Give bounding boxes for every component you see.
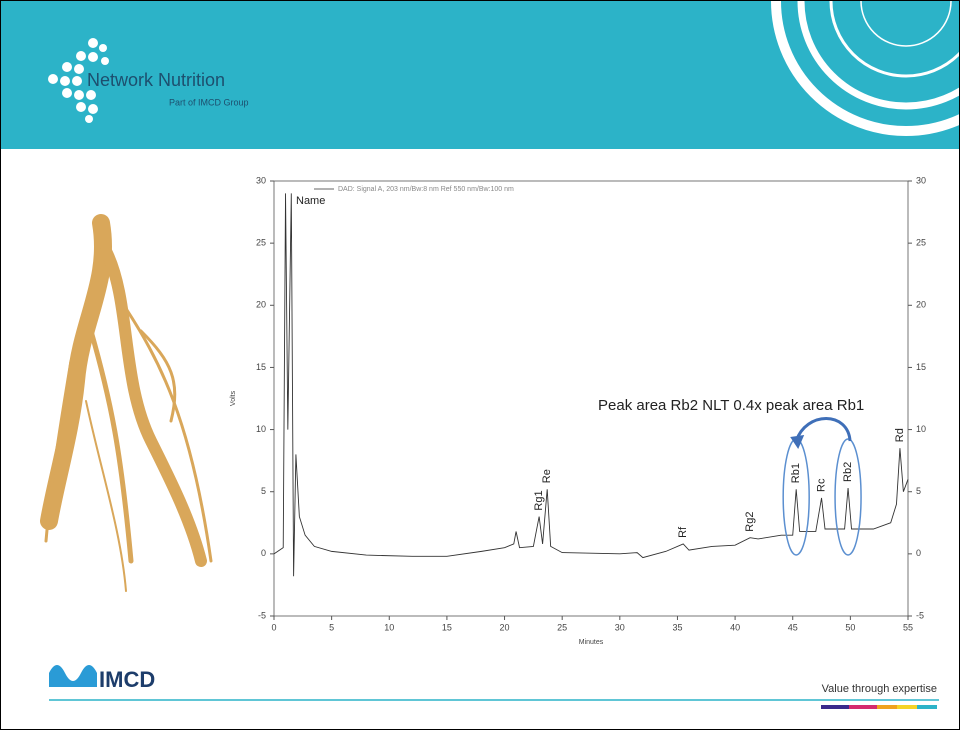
slide-canvas: Network Nutrition Part of IMCD Group IMC… [1, 1, 959, 729]
x-tick-label: 30 [615, 622, 625, 632]
x-tick-label: 45 [788, 622, 798, 632]
peak-label: Rb1 [790, 463, 802, 483]
y-tick-label: 10 [256, 424, 266, 434]
x-tick-label: 20 [500, 622, 510, 632]
y-tick-label: 0 [261, 548, 266, 558]
footer-logo: IMCD [99, 667, 155, 692]
x-tick-label: 35 [672, 622, 682, 632]
slide: Network Nutrition Part of IMCD Group IMC… [0, 0, 960, 730]
x-tick-label: 40 [730, 622, 740, 632]
imcd-logo [49, 665, 97, 687]
legend-label: DAD: Signal A, 203 nm/Bw:8 nm Ref 550 nm… [338, 186, 514, 193]
brand-tagline: Part of IMCD Group [169, 97, 249, 107]
footer-slogan: Value through expertise [822, 683, 937, 695]
peak-label: Rc [815, 478, 827, 492]
y-tick-label: 15 [256, 362, 266, 372]
corner-label: Name [296, 195, 325, 207]
x-tick-label: 10 [384, 622, 394, 632]
highlight-ellipse [783, 439, 809, 555]
x-tick-label: 15 [442, 622, 452, 632]
y2-tick-label: 10 [916, 424, 926, 434]
peak-label: Rg1 [533, 490, 545, 510]
y-tick-label: 20 [256, 300, 266, 310]
x-tick-label: 50 [845, 622, 855, 632]
y2-tick-label: 15 [916, 362, 926, 372]
peak-label: Rd [894, 428, 906, 442]
y-axis-label: Volts [230, 390, 237, 406]
y2-tick-label: 0 [916, 548, 921, 558]
ginseng-root [46, 223, 211, 591]
y-tick-label: 5 [261, 486, 266, 496]
y-tick-label: 25 [256, 238, 266, 248]
color-strip [821, 705, 937, 709]
x-tick-label: 25 [557, 622, 567, 632]
comparison-arrow [796, 419, 850, 442]
brand-name: Network Nutrition [87, 70, 225, 90]
signal-line [274, 193, 908, 576]
y2-tick-label: 25 [916, 238, 926, 248]
x-tick-label: 55 [903, 622, 913, 632]
y2-tick-label: 30 [916, 175, 926, 185]
x-axis-label: Minutes [579, 639, 604, 646]
peak-label: Rf [677, 526, 689, 538]
y2-tick-label: 20 [916, 300, 926, 310]
highlight-ellipse [835, 439, 861, 555]
y-tick-label: 30 [256, 175, 266, 185]
y2-tick-label: -5 [916, 610, 924, 620]
annotation: Peak area Rb2 NLT 0.4x peak area Rb1 [598, 397, 864, 414]
x-tick-label: 0 [271, 622, 276, 632]
y2-tick-label: 5 [916, 486, 921, 496]
x-tick-label: 5 [329, 622, 334, 632]
peak-label: Re [541, 469, 553, 483]
peak-label: Rg2 [744, 512, 756, 532]
peak-label: Rb2 [842, 462, 854, 482]
y-tick-label: -5 [258, 610, 266, 620]
